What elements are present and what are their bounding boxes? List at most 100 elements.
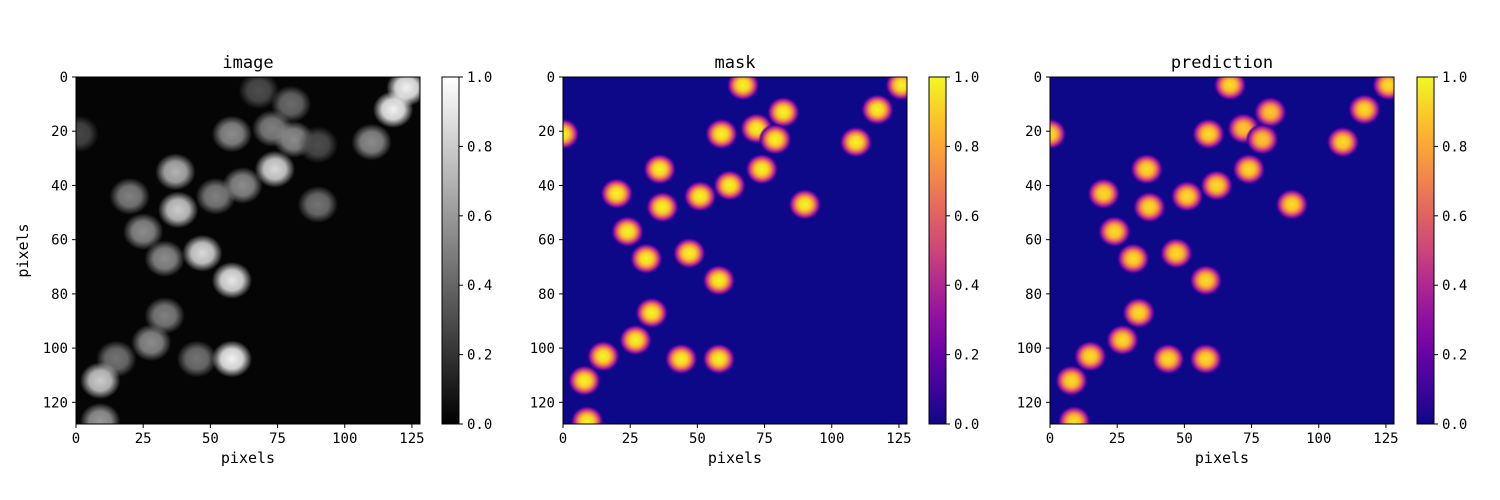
y-tick-label: 80 xyxy=(1025,287,1042,303)
heatmap-cell xyxy=(195,177,236,215)
colorbar-tick-label: 0.2 xyxy=(467,348,492,364)
x-tick-label: 125 xyxy=(1373,431,1398,447)
colorbar-tick-label: 0.4 xyxy=(467,278,492,294)
x-tick-label: 25 xyxy=(622,431,639,447)
heatmap-cells xyxy=(563,77,907,424)
heatmap-cell xyxy=(1057,405,1091,424)
heatmap-cell xyxy=(1122,297,1156,329)
heatmap-cell xyxy=(712,169,747,202)
plot-frame xyxy=(1049,76,1395,425)
heatmap-cell xyxy=(1159,237,1193,269)
colorbar-tick-label: 0.6 xyxy=(467,209,492,225)
colorbar-tick-label: 1.0 xyxy=(954,70,979,86)
chart-title: prediction xyxy=(1171,53,1273,73)
x-tick-label: 25 xyxy=(135,431,152,447)
y-tick-label: 0 xyxy=(60,70,68,86)
heatmap-cell xyxy=(372,91,414,128)
heatmap-cell xyxy=(860,93,895,126)
colorbar: 0.0 0.2 0.4 0.6 0.8 1.0 xyxy=(928,70,979,433)
x-axis-label: pixels xyxy=(221,449,275,467)
x-tick-label: 75 xyxy=(756,431,773,447)
y-tick-label: 40 xyxy=(1025,178,1042,194)
heatmap-cell xyxy=(839,126,873,158)
heatmap-cell xyxy=(123,213,164,250)
y-tick-label: 80 xyxy=(538,287,555,303)
heatmap-cell xyxy=(211,261,253,299)
heatmap-cell xyxy=(1199,169,1234,202)
plot-frame xyxy=(75,76,421,425)
colorbar: 0.0 0.2 0.4 0.6 0.8 1.0 xyxy=(1416,70,1467,433)
heatmap-cell xyxy=(1245,123,1279,156)
heatmap-cell xyxy=(176,340,218,378)
heatmap-cell xyxy=(629,242,663,275)
y-tick-label: 60 xyxy=(538,233,555,249)
heatmap-cell xyxy=(567,364,602,397)
heatmap-cell xyxy=(702,343,736,375)
colorbar-tick-label: 0.0 xyxy=(954,417,979,433)
heatmap-cell xyxy=(1130,153,1164,185)
y-tick-label: 60 xyxy=(1025,233,1042,249)
heatmap-cell xyxy=(155,153,196,191)
y-tick-label: 120 xyxy=(1017,395,1042,411)
heatmap-cell xyxy=(1116,242,1150,275)
y-axis-label: pixels xyxy=(14,223,32,277)
heatmap-cell xyxy=(182,234,223,272)
heatmap-cell xyxy=(1253,96,1288,128)
heatmap-cell xyxy=(1275,188,1309,221)
heatmap-cell xyxy=(1097,215,1132,248)
colorbar-tick-label: 1.0 xyxy=(467,70,492,86)
heatmap-cell xyxy=(351,123,392,161)
colorbar-tick-label: 0.4 xyxy=(1442,278,1467,294)
colorbar-tick-label: 0.0 xyxy=(1442,417,1467,433)
y-tick-label: 60 xyxy=(51,233,68,249)
x-tick-label: 75 xyxy=(269,431,286,447)
heatmap-cell xyxy=(1170,180,1204,213)
heatmap-cell xyxy=(1232,153,1266,185)
heatmap-cell xyxy=(1191,118,1226,150)
heatmap-cell xyxy=(1050,118,1067,150)
colorbar-tick-label: 0.4 xyxy=(954,278,979,294)
x-axis-label: pixels xyxy=(708,449,762,467)
heatmap-cell xyxy=(702,264,736,297)
heatmap-cell xyxy=(884,77,907,101)
heatmap-cell xyxy=(788,188,822,221)
x-tick-label: 100 xyxy=(1306,431,1331,447)
heatmap-cell xyxy=(570,405,604,424)
y-tick-label: 0 xyxy=(1034,70,1042,86)
x-tick-label: 0 xyxy=(1046,431,1054,447)
heatmap-cell xyxy=(683,180,717,213)
y-tick-label: 20 xyxy=(51,124,68,140)
heatmap-cell xyxy=(1054,364,1089,397)
heatmap-cell xyxy=(672,237,706,269)
panel-mask: 0 25 50 75 100 125 0 20 40 60 80 100 120 mask pixels 0.… xyxy=(530,53,980,467)
heatmap-cell xyxy=(80,362,121,400)
x-axis-label: pixels xyxy=(1195,449,1249,467)
heatmap-cell xyxy=(1105,324,1140,356)
heatmap-cell xyxy=(600,177,634,210)
y-tick-label: 120 xyxy=(530,395,555,411)
y-tick-label: 20 xyxy=(1025,124,1042,140)
heatmap-cell xyxy=(1132,191,1167,223)
y-tick-label: 100 xyxy=(530,341,555,357)
heatmap-cell xyxy=(766,96,801,128)
colorbar-tick-label: 0.8 xyxy=(954,139,979,155)
heatmap-cell xyxy=(726,77,760,101)
panel-prediction: 0 25 50 75 100 125 0 20 40 60 80 100 120 prediction pi… xyxy=(1017,53,1468,467)
x-tick-label: 0 xyxy=(559,431,567,447)
y-tick-label: 80 xyxy=(51,287,68,303)
colorbar-tick-label: 0.2 xyxy=(954,348,979,364)
heatmap-cells xyxy=(76,77,420,424)
heatmap-cell xyxy=(563,118,580,150)
heatmap-cell xyxy=(1371,77,1394,101)
colorbar-tick-label: 0.6 xyxy=(954,209,979,225)
heatmap-cell xyxy=(1151,343,1185,375)
colorbar-gradient xyxy=(928,76,947,425)
heatmap-cell xyxy=(1189,343,1223,375)
heatmap-cell xyxy=(80,402,121,424)
heatmap-cell xyxy=(76,115,99,153)
x-tick-label: 50 xyxy=(1176,431,1193,447)
y-tick-label: 100 xyxy=(1017,341,1042,357)
y-tick-label: 40 xyxy=(51,178,68,194)
heatmap-cell xyxy=(664,343,698,375)
